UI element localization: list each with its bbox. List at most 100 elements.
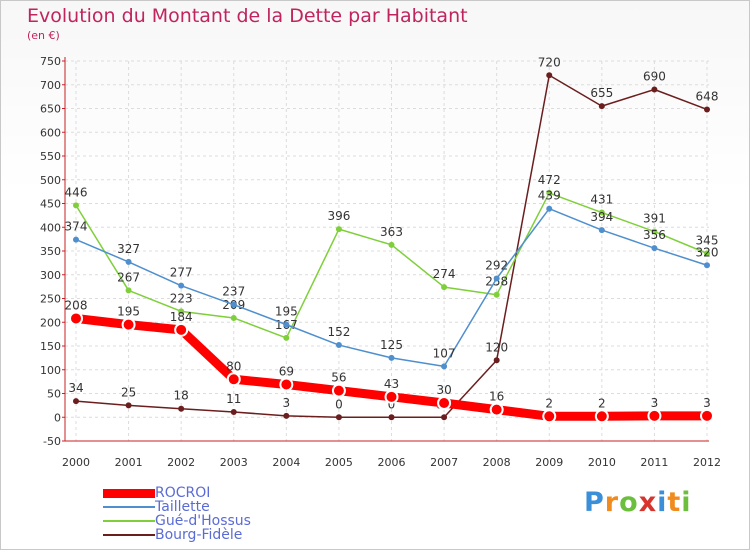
data-label-bourg-fid-le: 720: [538, 55, 561, 69]
legend-item: Gué-d'Hossus: [103, 513, 251, 529]
x-tick-label: 2005: [325, 456, 353, 469]
y-tick-label: 450: [40, 198, 61, 211]
logo-letter: o: [619, 487, 639, 518]
data-point-rocroi: [700, 408, 714, 423]
data-point-taillette: [283, 321, 290, 328]
data-label-bourg-fid-le: 25: [121, 385, 136, 399]
data-point-bourg-fid-le: [546, 72, 553, 79]
data-label-taillette: 320: [696, 245, 719, 259]
y-tick-label: -50: [43, 435, 61, 448]
chart-title: Evolution du Montant de la Dette par Hab…: [27, 5, 468, 27]
data-point-taillette: [230, 301, 237, 308]
data-point-gu-d-hossus: [178, 308, 185, 315]
data-point-bourg-fid-le: [704, 106, 710, 113]
x-tick-label: 2004: [272, 456, 300, 469]
data-point-taillette: [546, 205, 553, 212]
x-tick-label: 2010: [588, 456, 616, 469]
x-tick-label: 2007: [430, 456, 458, 469]
data-label-taillette: 394: [590, 210, 613, 224]
x-tick-label: 2000: [62, 456, 90, 469]
data-label-rocroi: 69: [279, 364, 294, 378]
y-tick-label: 150: [40, 340, 61, 353]
x-tick-label: 2001: [115, 456, 143, 469]
data-label-taillette: 439: [538, 189, 561, 203]
data-point-gu-d-hossus: [73, 202, 79, 209]
data-label-bourg-fid-le: 0: [388, 397, 396, 411]
data-label-bourg-fid-le: 655: [590, 86, 613, 100]
data-label-rocroi: 80: [226, 359, 241, 373]
data-label-gu-d-hossus: 446: [65, 185, 88, 199]
data-label-taillette: 237: [222, 285, 245, 299]
data-point-rocroi: [384, 389, 399, 404]
data-point-taillette: [441, 363, 448, 370]
data-point-bourg-fid-le: [73, 398, 79, 405]
data-point-gu-d-hossus: [335, 226, 342, 233]
data-label-rocroi: 16: [489, 390, 504, 404]
data-label-rocroi: 3: [703, 396, 711, 410]
logo-letter: P: [584, 487, 605, 518]
data-label-rocroi: 195: [117, 305, 140, 319]
y-tick-label: 300: [40, 269, 61, 282]
data-label-rocroi: 184: [170, 310, 193, 324]
data-point-bourg-fid-le: [335, 414, 342, 421]
data-label-rocroi: 56: [331, 371, 346, 385]
x-tick-label: 2003: [220, 456, 248, 469]
logo-letter: r: [604, 487, 620, 518]
y-tick-label: 750: [40, 55, 61, 68]
data-label-taillette: 292: [485, 259, 508, 273]
data-point-bourg-fid-le: [493, 357, 500, 364]
x-tick-label: 2006: [378, 456, 406, 469]
y-tick-label: 600: [40, 126, 61, 139]
data-label-gu-d-hossus: 274: [433, 267, 456, 281]
legend-swatch: [103, 534, 155, 536]
legend-item: Taillette: [103, 499, 210, 515]
data-point-gu-d-hossus: [651, 228, 658, 235]
legend-label: ROCROI: [155, 485, 211, 501]
data-point-rocroi: [594, 409, 609, 424]
x-tick-label: 2012: [693, 456, 721, 469]
data-point-bourg-fid-le: [651, 86, 658, 93]
y-tick-label: 700: [40, 79, 61, 92]
x-tick-label: 2009: [535, 456, 563, 469]
data-point-gu-d-hossus: [493, 291, 500, 298]
data-label-gu-d-hossus: 345: [696, 233, 719, 247]
legend-item: Bourg-Fidèle: [103, 527, 242, 543]
data-point-taillette: [388, 354, 395, 361]
legend-swatch: [103, 488, 155, 498]
legend-label: Bourg-Fidèle: [155, 527, 243, 543]
data-point-taillette: [493, 275, 500, 282]
y-tick-label: 200: [40, 316, 61, 329]
y-tick-label: 100: [40, 364, 61, 377]
data-point-rocroi: [226, 372, 241, 387]
data-point-gu-d-hossus: [230, 314, 237, 321]
data-point-bourg-fid-le: [283, 412, 290, 419]
data-point-gu-d-hossus: [598, 209, 605, 216]
data-label-bourg-fid-le: 3: [283, 396, 291, 410]
logo-letter: i: [657, 487, 668, 518]
data-label-taillette: 195: [275, 305, 298, 319]
y-tick-label: 400: [40, 221, 61, 234]
data-point-taillette: [73, 236, 79, 243]
legend-item: ROCROI: [103, 485, 210, 501]
data-point-bourg-fid-le: [598, 103, 605, 110]
data-label-bourg-fid-le: 18: [174, 389, 189, 403]
data-label-bourg-fid-le: 34: [68, 381, 83, 395]
legend-swatch: [103, 506, 155, 508]
data-point-taillette: [178, 282, 185, 289]
x-tick-label: 2011: [640, 456, 668, 469]
x-tick-label: 2002: [167, 456, 195, 469]
data-point-rocroi: [489, 402, 504, 417]
data-label-gu-d-hossus: 258: [485, 275, 508, 289]
data-label-bourg-fid-le: 120: [485, 340, 508, 354]
data-label-gu-d-hossus: 431: [590, 193, 613, 207]
data-label-taillette: 152: [327, 325, 350, 339]
data-label-gu-d-hossus: 267: [117, 270, 140, 284]
data-point-rocroi: [437, 396, 452, 410]
data-label-rocroi: 30: [436, 383, 451, 397]
y-tick-label: 50: [47, 388, 61, 401]
data-label-bourg-fid-le: 648: [696, 89, 719, 103]
data-point-taillette: [704, 262, 710, 269]
y-tick-label: 550: [40, 150, 61, 163]
